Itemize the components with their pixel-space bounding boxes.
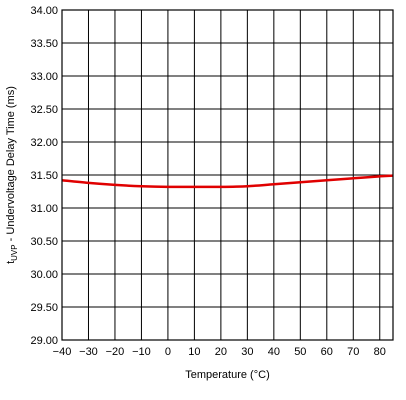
y-tick-label: 31.50 — [30, 170, 58, 182]
y-tick-label: 33.50 — [30, 38, 58, 50]
y-axis-label: tUVP - Undervoltage Delay Time (ms) — [5, 86, 19, 264]
y-tick-label: 31.00 — [30, 203, 58, 215]
y-tick-label: 32.50 — [30, 104, 58, 116]
x-tick-label: −40 — [53, 346, 72, 358]
x-tick-label: −30 — [79, 346, 98, 358]
y-tick-label: 29.00 — [30, 335, 58, 347]
x-tick-label: −10 — [132, 346, 151, 358]
x-tick-label: 20 — [215, 346, 227, 358]
grid — [61, 9, 393, 341]
x-tick-label: 0 — [165, 346, 171, 358]
x-axis-label: Temperature (°C) — [185, 369, 269, 381]
x-tick-label: 30 — [241, 346, 253, 358]
x-tick-label: 50 — [294, 346, 306, 358]
y-axis-label-subscript: UVP — [10, 244, 19, 260]
y-tick-label: 30.00 — [30, 269, 58, 281]
y-tick-labels: 29.00 29.50 30.00 30.50 31.00 31.50 32.00 32.50… — [30, 5, 58, 347]
y-tick-label: 34.00 — [30, 5, 58, 17]
x-tick-label: 60 — [321, 346, 333, 358]
series-line-0 — [61, 174, 394, 189]
x-tick-labels: −40 −30 −20 −10 0 10 20 30 40 50 60 70 80 — [53, 346, 386, 358]
series-layer — [61, 174, 394, 189]
y-tick-label: 29.50 — [30, 302, 58, 314]
x-tick-label: 10 — [188, 346, 200, 358]
x-tick-label: −20 — [106, 346, 125, 358]
x-tick-label: 80 — [374, 346, 386, 358]
y-tick-label: 30.50 — [30, 236, 58, 248]
x-tick-label: 70 — [347, 346, 359, 358]
y-tick-label: 33.00 — [30, 71, 58, 83]
x-tick-label: 40 — [268, 346, 280, 358]
y-axis-label-rest: - Undervoltage Delay Time (ms) — [5, 86, 17, 244]
y-axis-label-main: t — [5, 261, 17, 264]
plot-frame — [61, 9, 394, 341]
y-tick-label: 32.00 — [30, 137, 58, 149]
